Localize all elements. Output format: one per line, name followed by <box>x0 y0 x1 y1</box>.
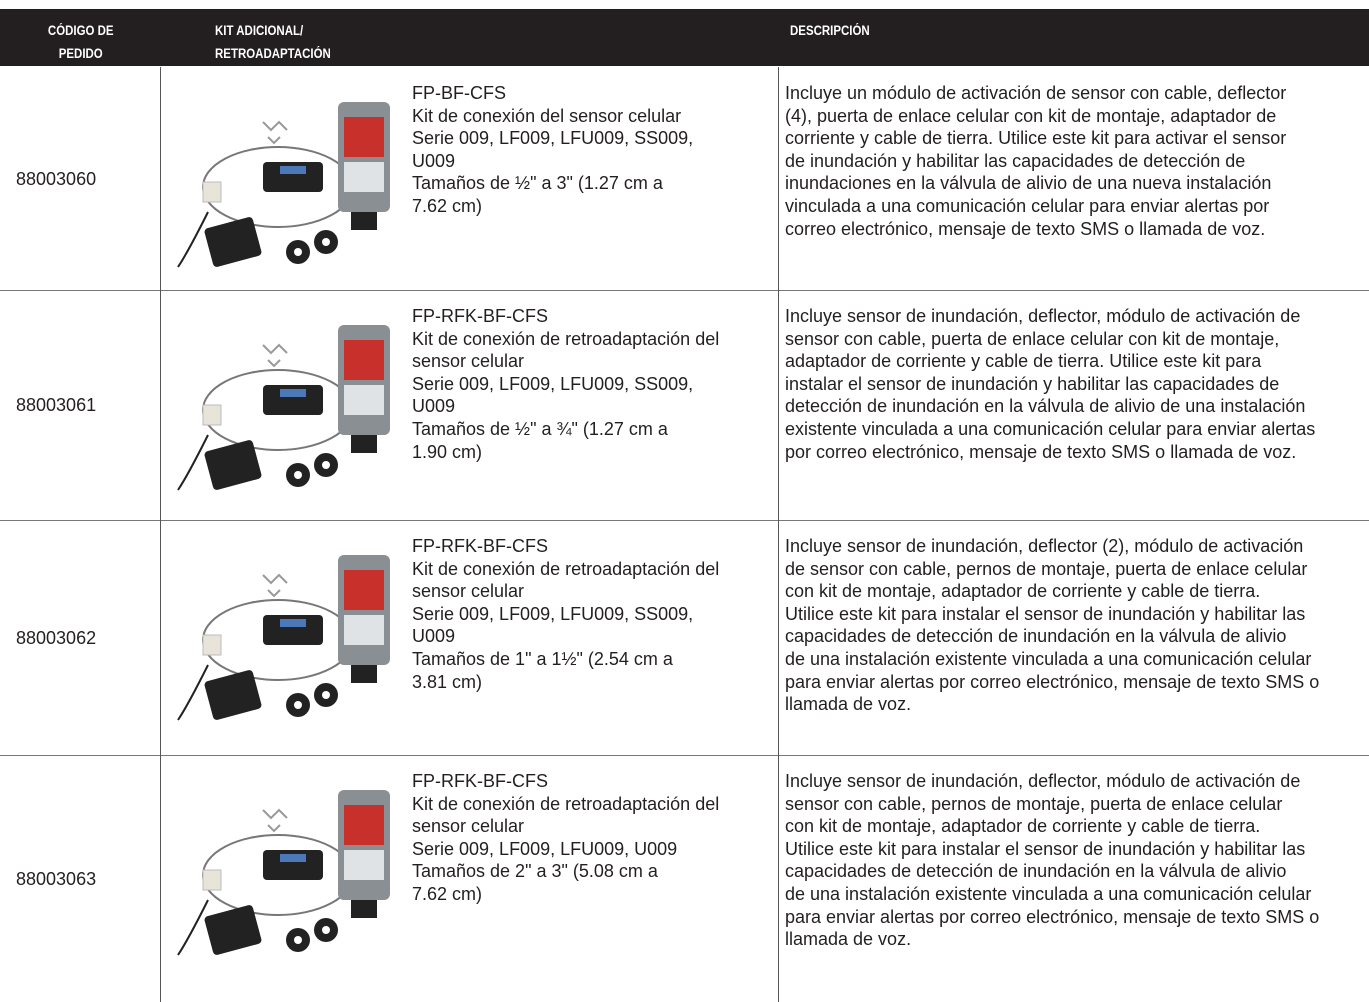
description-line: sensor con cable, pernos de montaje, pue… <box>785 793 1283 814</box>
column-divider <box>778 67 779 1002</box>
description-line: Incluye sensor de inundación, deflector … <box>785 536 1304 556</box>
table-header <box>0 9 1369 66</box>
header-kit: RETROADAPTACIÓN <box>215 46 331 61</box>
kit-line: Kit de conexión de retroadaptación del <box>412 328 720 349</box>
kit-line: Kit de conexión de retroadaptación del <box>412 558 720 579</box>
kit-line: U009 <box>412 150 456 171</box>
description-line: para enviar alertas por correo electróni… <box>785 671 1320 692</box>
product-image <box>177 325 390 491</box>
kit-line: sensor celular <box>412 581 525 602</box>
product-image <box>177 102 390 268</box>
kit-line: FP-RFK-BF-CFS <box>412 536 548 556</box>
kit-line: Tamaños de ½" a 3" (1.27 cm a <box>412 173 663 194</box>
description-line: vinculada a una comunicación celular par… <box>785 196 1270 216</box>
kit-line: 3.81 cm) <box>412 671 483 692</box>
kit-line: Serie 009, LF009, LFU009, SS009, <box>412 603 694 624</box>
kit-line: Tamaños de 1" a 1½" (2.54 cm a <box>412 649 673 669</box>
description-line: corriente y cable de tierra. Utilice est… <box>785 128 1287 149</box>
kit-line: 1.90 cm) <box>412 441 483 462</box>
header-code: CÓDIGO DE <box>47 23 114 38</box>
kit-line: FP-RFK-BF-CFS <box>412 306 548 326</box>
description-line: instalar el sensor de inundación y habil… <box>785 373 1280 394</box>
kit-line: FP-BF-CFS <box>412 83 506 103</box>
product-image <box>177 790 390 956</box>
description-line: con kit de montaje, adaptador de corrien… <box>785 816 1261 837</box>
header-description: DESCRIPCIÓN <box>790 23 870 38</box>
description-line: de una instalación existente vinculada a… <box>785 884 1312 904</box>
description-line: llamada de voz. <box>785 694 912 715</box>
description-line: llamada de voz. <box>785 929 912 950</box>
description-line: sensor con cable, puerta de enlace celul… <box>785 328 1280 349</box>
description-line: Utilice este kit para instalar el sensor… <box>785 838 1306 859</box>
description-line: de sensor con cable, pernos de montaje, … <box>785 558 1308 579</box>
kit-line: U009 <box>412 396 456 417</box>
description-line: adaptador de corriente y cable de tierra… <box>785 351 1262 372</box>
row-code: 88003061 <box>16 395 97 415</box>
description-line: existente vinculada a una comunicación c… <box>785 419 1316 439</box>
header-code: PEDIDO <box>58 46 103 61</box>
description-line: correo electrónico, mensaje de texto SMS… <box>785 218 1266 239</box>
description-line: Incluye sensor de inundación, deflector,… <box>785 306 1301 326</box>
description-line: capacidades de detección de inundación e… <box>785 626 1287 647</box>
kit-line: sensor celular <box>412 816 525 837</box>
header-kit: KIT ADICIONAL/ <box>215 23 304 38</box>
kit-line: 7.62 cm) <box>412 196 483 216</box>
row-code: 88003062 <box>16 627 97 648</box>
row-divider <box>0 290 1369 291</box>
kit-line: U009 <box>412 626 456 647</box>
row-code: 88003063 <box>16 868 97 889</box>
description-line: por correo electrónico, mensaje de texto… <box>785 441 1297 462</box>
kit-line: 7.62 cm) <box>412 884 483 904</box>
kit-line: Kit de conexión del sensor celular <box>412 105 682 126</box>
description-line: Incluye un módulo de activación de senso… <box>785 83 1287 103</box>
description-line: de una instalación existente vinculada a… <box>785 649 1312 669</box>
product-image <box>177 555 390 721</box>
row-divider <box>0 520 1369 521</box>
description-line: con kit de montaje, adaptador de corrien… <box>785 581 1261 602</box>
row-divider <box>0 755 1369 756</box>
kit-line: Tamaños de 2" a 3" (5.08 cm a <box>412 861 658 882</box>
description-line: inundaciones en la válvula de alivio de … <box>785 173 1272 194</box>
column-divider <box>160 67 161 1002</box>
kit-line: sensor celular <box>412 351 525 372</box>
description-line: para enviar alertas por correo electróni… <box>785 906 1320 927</box>
kit-line: Serie 009, LF009, LFU009, U009 <box>412 838 678 859</box>
kit-line: Serie 009, LF009, LFU009, SS009, <box>412 373 694 394</box>
description-line: (4), puerta de enlace celular con kit de… <box>785 105 1277 126</box>
description-line: Incluye sensor de inundación, deflector,… <box>785 771 1301 791</box>
description-line: Utilice este kit para instalar el sensor… <box>785 603 1306 624</box>
kit-line: Tamaños de ½" a ¾" (1.27 cm a <box>412 419 668 439</box>
description-line: detección de inundación en la válvula de… <box>785 396 1306 417</box>
kit-line: FP-RFK-BF-CFS <box>412 771 548 791</box>
description-line: capacidades de detección de inundación e… <box>785 861 1287 882</box>
kit-line: Kit de conexión de retroadaptación del <box>412 793 720 814</box>
row-code: 88003060 <box>16 168 97 189</box>
description-line: de inundación y habilitar las capacidade… <box>785 150 1246 171</box>
kit-line: Serie 009, LF009, LFU009, SS009, <box>412 128 694 149</box>
